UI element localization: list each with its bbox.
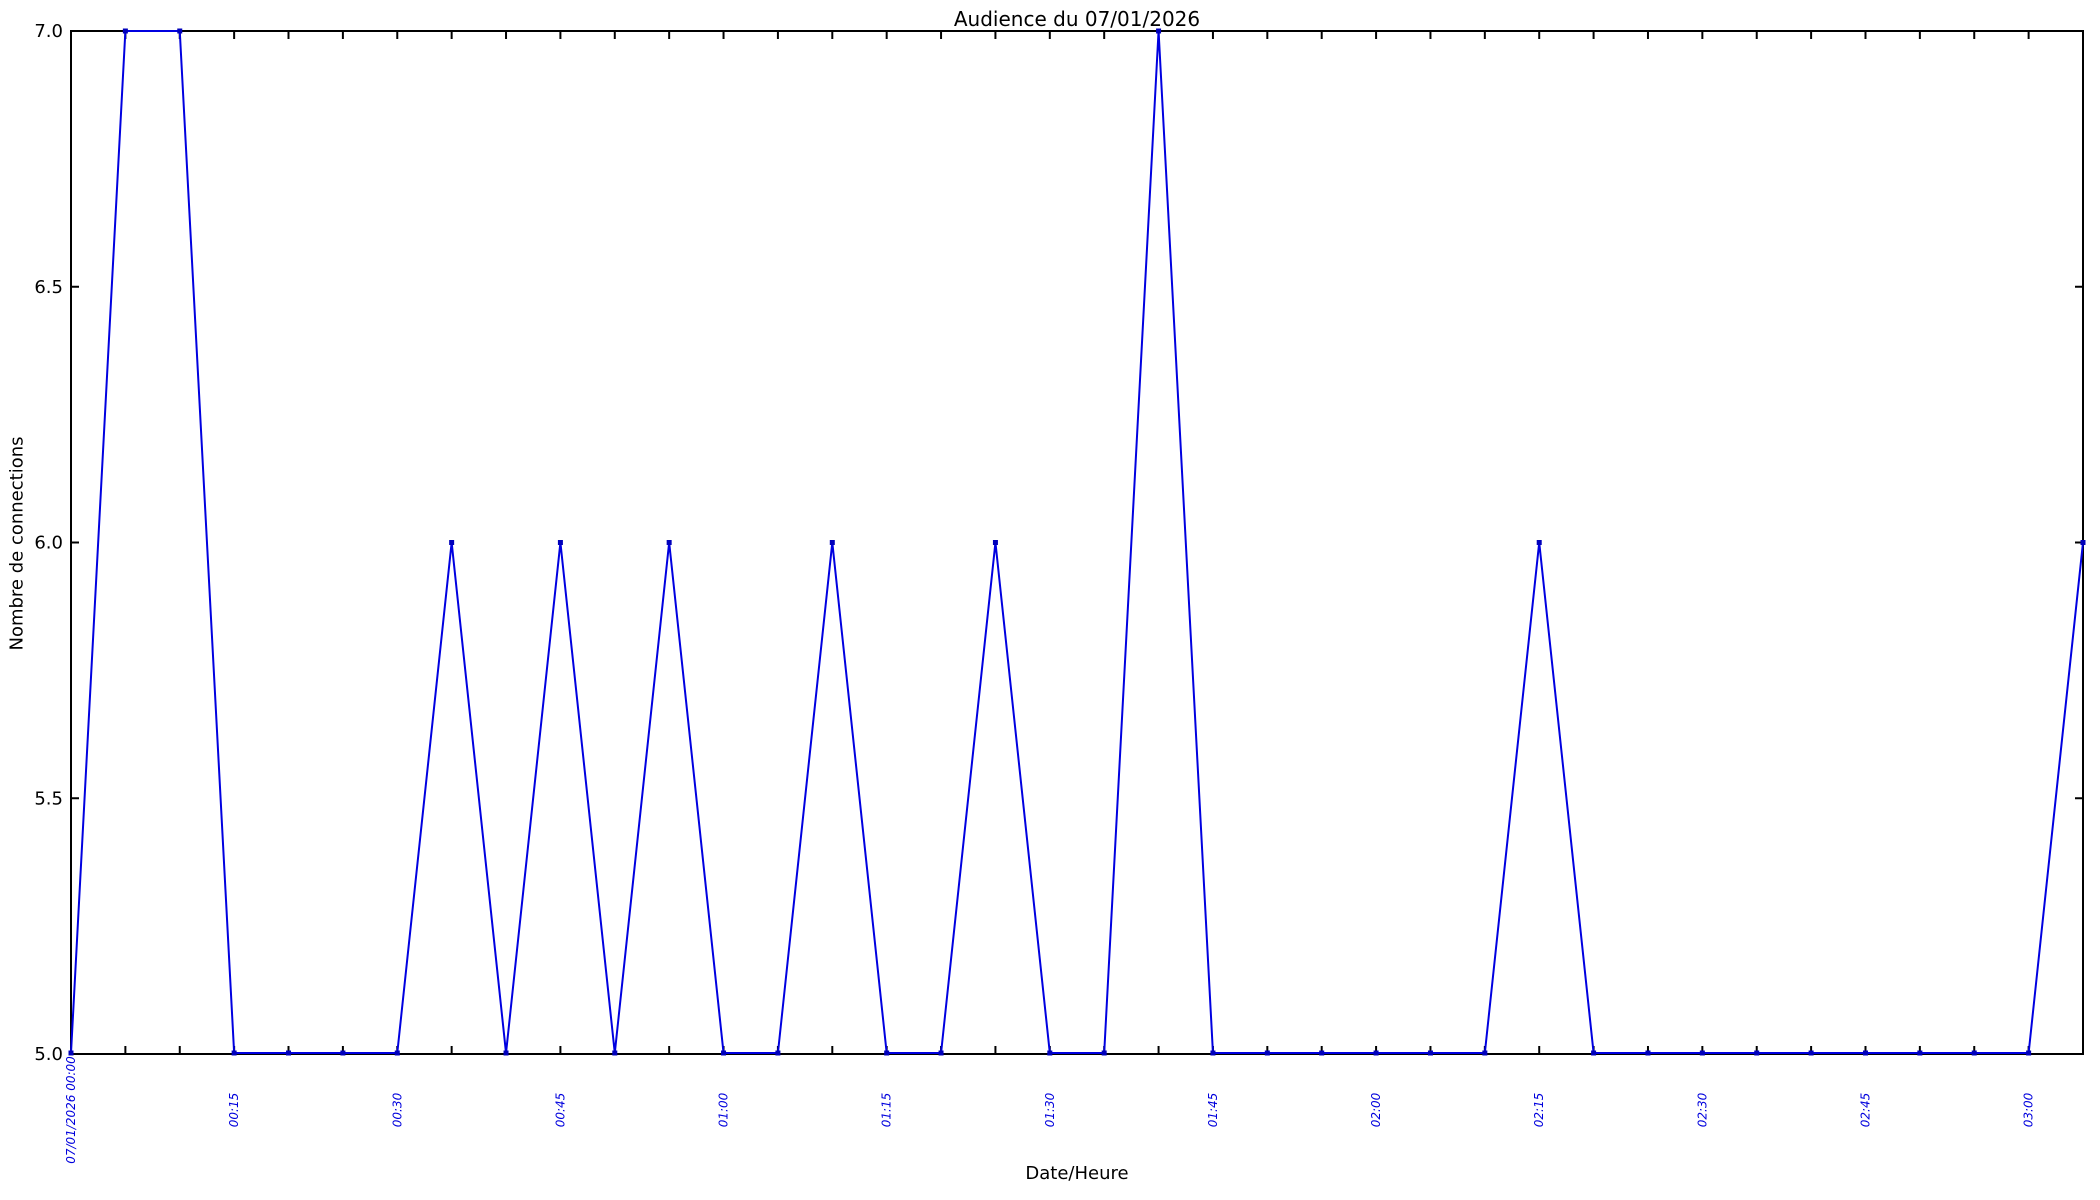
data-point-marker [2026,1050,2032,1056]
x-tick-label: 01:45 [1206,1093,1220,1128]
data-point-marker [1536,540,1542,545]
x-tick-label: 01:30 [1043,1092,1057,1127]
x-axis-title: Date/Heure [1025,1163,1129,1184]
x-tick-label: 07/01/2026 00:00 [64,1056,78,1164]
y-axis-title: Nombre de connections [6,436,28,651]
data-point-marker [775,1050,781,1056]
y-tick-label: 6.5 [34,277,63,298]
data-point-marker [557,540,563,545]
data-point-marker [992,540,998,545]
data-point-marker [503,1050,509,1056]
data-point-marker [449,540,455,545]
data-point-marker [938,1050,944,1056]
data-point-marker [1373,1050,1379,1056]
x-tick-label: 02:15 [1532,1093,1546,1128]
y-tick-label: 7.0 [34,21,63,42]
data-point-marker [1808,1050,1814,1056]
data-point-marker [1591,1050,1597,1056]
data-point-marker [1427,1050,1433,1056]
x-tick-label: 03:00 [2022,1092,2036,1127]
x-tick-label: 02:30 [1695,1092,1709,1127]
x-tick-label: 02:45 [1858,1093,1872,1128]
data-point-marker [1047,1050,1053,1056]
data-point-marker [829,540,835,545]
data-point-marker [1917,1050,1923,1056]
x-tick-label: 02:00 [1369,1092,1383,1127]
data-point-marker [1264,1050,1270,1056]
data-point-marker [1699,1050,1705,1056]
x-tick-label: 01:00 [717,1092,731,1127]
data-point-marker [394,1050,400,1056]
x-tick-label: 00:15 [227,1093,241,1128]
data-point-marker [884,1050,890,1056]
data-series-line [70,30,2084,1054]
data-point-marker [1156,28,1162,34]
x-tick-label: 01:15 [880,1093,894,1128]
data-point-marker [1482,1050,1488,1056]
data-point-marker [666,540,672,545]
data-point-marker [1645,1050,1651,1056]
y-tick-label: 5.5 [34,788,63,809]
data-point-marker [2080,540,2086,545]
data-point-marker [122,28,128,34]
data-point-marker [1101,1050,1107,1056]
data-point-marker [286,1050,292,1056]
data-point-marker [1210,1050,1216,1056]
data-point-marker [721,1050,727,1056]
data-point-marker [340,1050,346,1056]
data-point-marker [1862,1050,1868,1056]
data-point-marker [1754,1050,1760,1056]
data-point-marker [231,1050,237,1056]
data-point-marker [68,1050,74,1056]
data-point-marker [1319,1050,1325,1056]
data-point-marker [1971,1050,1977,1056]
y-tick-label: 5.0 [34,1044,63,1065]
y-tick-label: 6.0 [34,533,63,554]
data-point-marker [612,1050,618,1056]
x-tick-label: 00:30 [390,1092,404,1127]
chart-title: Audience du 07/01/2026 [953,7,1201,31]
data-point-marker [177,28,183,34]
plot-border [70,30,2084,1055]
x-tick-label: 00:45 [553,1093,567,1128]
